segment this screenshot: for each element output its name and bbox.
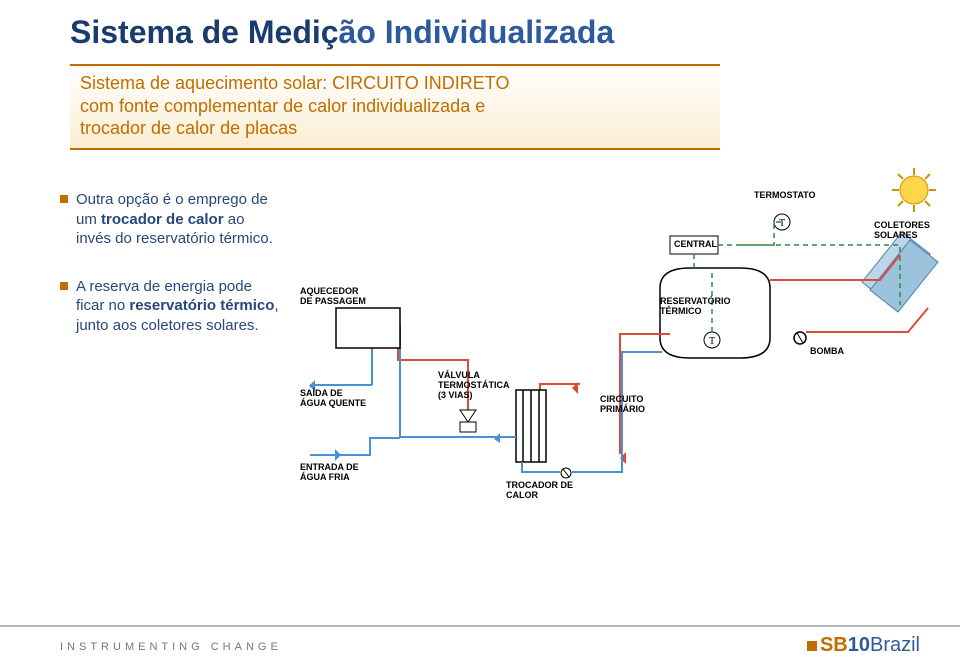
subtitle-line1: Sistema de aquecimento solar: CIRCUITO I… [80,72,710,95]
bullet-item: A reserva de energia pode ficar no reser… [60,277,280,336]
bullet-bold: reservatório térmico [129,297,274,314]
brand-10: 10 [848,634,870,657]
title-cedilla: ç [321,14,339,50]
bullet-bold: trocador de calor [101,211,224,228]
label-trocador: TROCADOR DE CALOR [506,480,573,500]
page-title: Sistema de Medição Individualizada [70,14,614,51]
brand-square-icon [807,641,817,651]
brand-country: Brazil [870,634,920,657]
bullet-square-icon [60,282,68,290]
label-reservatorio: RESERVATÓRIO TÉRMICO [660,296,731,316]
bullet-square-icon [60,195,68,203]
title-part1: Sistema de Medi [70,14,321,50]
bullet-list: Outra opção é o emprego de um trocador d… [60,190,280,363]
brand-sb: SB [820,634,848,657]
footer-tagline: INSTRUMENTING CHANGE [60,641,282,653]
title-part2: ão Individualizada [339,14,615,50]
label-termostato: TERMOSTATO [754,190,816,200]
label-central: CENTRAL [674,239,717,249]
label-bomba: BOMBA [810,346,844,356]
label-entrada: ENTRADA DE ÁGUA FRIA [300,462,359,482]
label-valvula: VÁLVULA TERMOSTÁTICA (3 VIAS) [438,370,510,400]
label-coletores: COLETORES SOLARES [874,220,930,240]
bullet-item: Outra opção é o emprego de um trocador d… [60,190,280,249]
system-diagram: T T [300,160,940,540]
footer-divider [0,625,960,627]
subtitle-line3: trocador de calor de placas [80,117,710,140]
subtitle-line2: com fonte complementar de calor individu… [80,95,710,118]
footer-brand: SB10 Brazil [807,634,920,657]
label-saida: SAÍDA DE ÁGUA QUENTE [300,388,366,408]
svg-text:T: T [779,218,785,229]
svg-text:T: T [709,336,715,347]
label-circuito: CIRCUITO PRIMÁRIO [600,394,645,414]
subtitle-box: Sistema de aquecimento solar: CIRCUITO I… [70,64,720,150]
label-aquecedor: AQUECEDOR DE PASSAGEM [300,286,366,306]
